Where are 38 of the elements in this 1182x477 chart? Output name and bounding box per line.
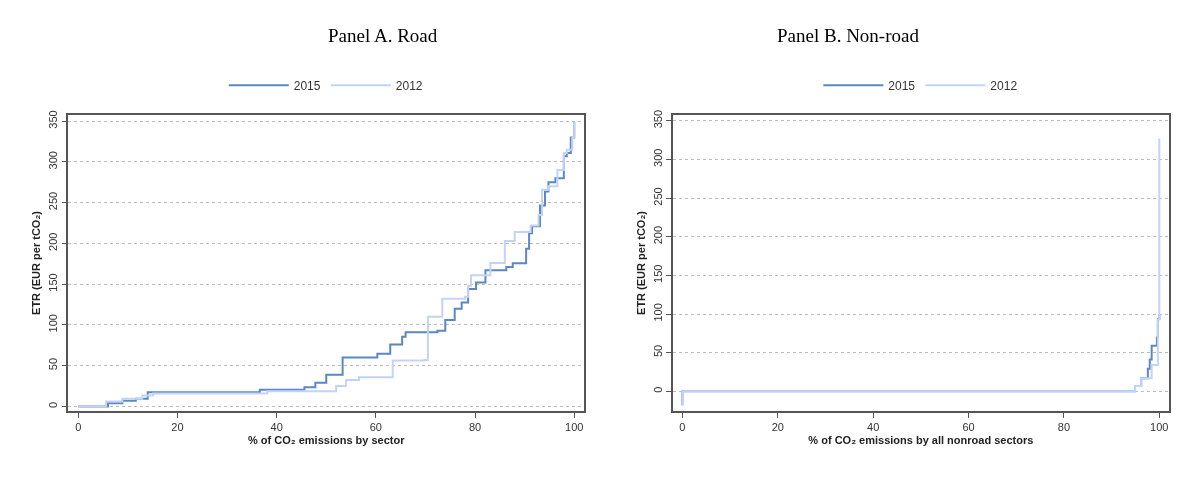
y-tick-label: 50 <box>651 344 664 358</box>
x-tick-label: 80 <box>1057 421 1071 434</box>
x-tick-label: 100 <box>565 421 584 434</box>
x-axis-title: % of CO₂ emissions by sector <box>248 434 406 447</box>
y-tick-label: 350 <box>47 110 60 129</box>
y-tick-label: 300 <box>651 148 664 167</box>
legend-label: 2012 <box>395 78 423 93</box>
x-tick-label: 20 <box>771 421 784 434</box>
y-tick-label: 100 <box>47 314 60 333</box>
chart-title: Panel B. Non-road <box>777 25 920 46</box>
x-tick-label: 20 <box>171 421 184 434</box>
chart-title: Panel A. Road <box>328 25 438 46</box>
y-axis-title: ETR (EUR per tCO₂) <box>634 210 647 315</box>
y-tick-label: 0 <box>47 401 60 408</box>
x-tick-label: 0 <box>679 421 686 434</box>
legend-label: 2015 <box>293 78 321 93</box>
legend-label: 2012 <box>990 78 1018 93</box>
x-tick-label: 80 <box>468 421 482 434</box>
x-tick-label: 60 <box>962 421 975 434</box>
y-tick-label: 250 <box>651 187 664 206</box>
x-tick-label: 60 <box>369 421 382 434</box>
x-tick-label: 100 <box>1150 421 1169 434</box>
y-axis-title: ETR (EUR per tCO₂) <box>30 210 43 315</box>
x-tick-label: 0 <box>75 421 82 434</box>
x-tick-label: 40 <box>867 421 880 434</box>
y-tick-label: 0 <box>651 386 664 393</box>
y-tick-label: 200 <box>651 225 664 245</box>
y-tick-label: 150 <box>651 264 664 283</box>
y-tick-label: 100 <box>651 303 664 322</box>
y-tick-label: 350 <box>651 109 664 129</box>
y-tick-label: 50 <box>47 357 60 371</box>
y-tick-label: 150 <box>47 273 60 292</box>
y-tick-label: 200 <box>47 232 60 251</box>
y-tick-label: 300 <box>47 151 60 170</box>
x-axis-title: % of CO₂ emissions by all nonroad sectors <box>808 434 1034 447</box>
legend-label: 2015 <box>888 78 916 93</box>
y-tick-label: 250 <box>47 191 60 211</box>
x-tick-label: 40 <box>270 421 283 434</box>
